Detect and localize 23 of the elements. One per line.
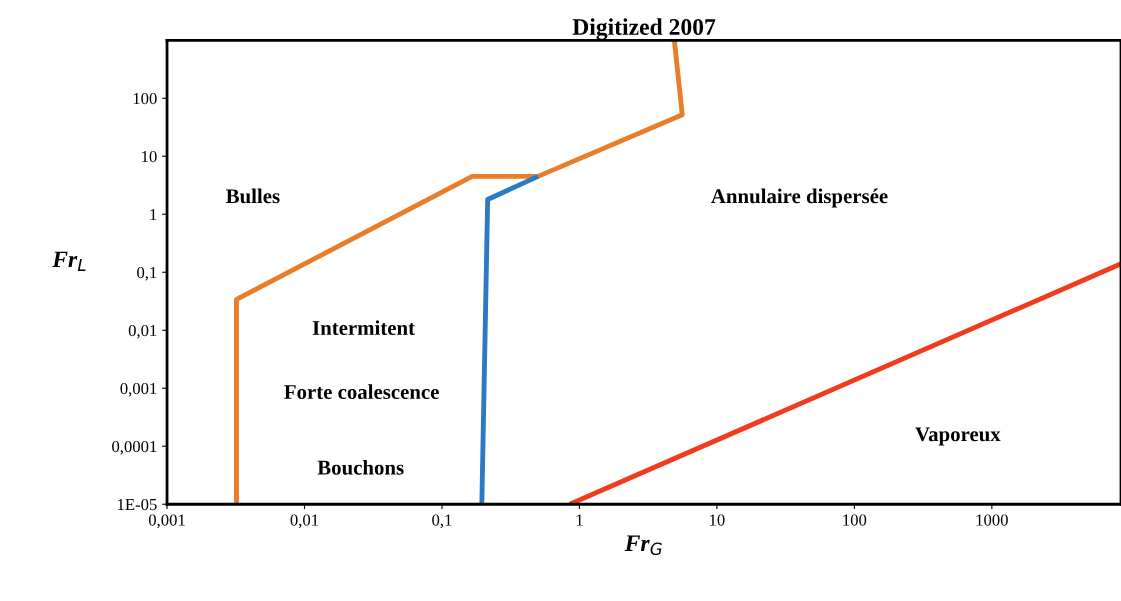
y-tick-label: 100 bbox=[133, 92, 157, 105]
annotation: Bouchons bbox=[317, 459, 404, 475]
x-tick-label: 10 bbox=[710, 514, 725, 526]
y-tick-label: 1 bbox=[150, 209, 157, 221]
x-tick-label: 0,01 bbox=[290, 514, 319, 529]
annotation: Intermitent bbox=[312, 320, 415, 335]
x-tick-label: 1000 bbox=[976, 514, 1008, 526]
x-tick-label: 1 bbox=[576, 514, 583, 526]
annotation: Bulles bbox=[226, 188, 280, 204]
annotation: Annulaire dispersée bbox=[711, 188, 888, 208]
y-tick-label: 1E-05 bbox=[118, 498, 157, 511]
x-axis-title: Fr$_{G}$ bbox=[624, 535, 662, 555]
y-tick-label: 10 bbox=[142, 150, 157, 163]
x-tick-label: 100 bbox=[843, 514, 867, 526]
y-tick-label: 0,1 bbox=[137, 266, 157, 281]
y-tick-label: 0,001 bbox=[120, 382, 157, 397]
annotation: Forte coalescence bbox=[284, 384, 439, 400]
y-tick-label: 0,01 bbox=[128, 324, 157, 339]
x-tick-label: 0,1 bbox=[432, 514, 452, 529]
y-tick-label: 0,0001 bbox=[112, 440, 157, 455]
chart-title: Digitized 2007 bbox=[572, 18, 716, 40]
annotation: Vaporeux bbox=[915, 427, 1001, 446]
y-axis-title: Fr$_{L}$ bbox=[52, 251, 86, 271]
